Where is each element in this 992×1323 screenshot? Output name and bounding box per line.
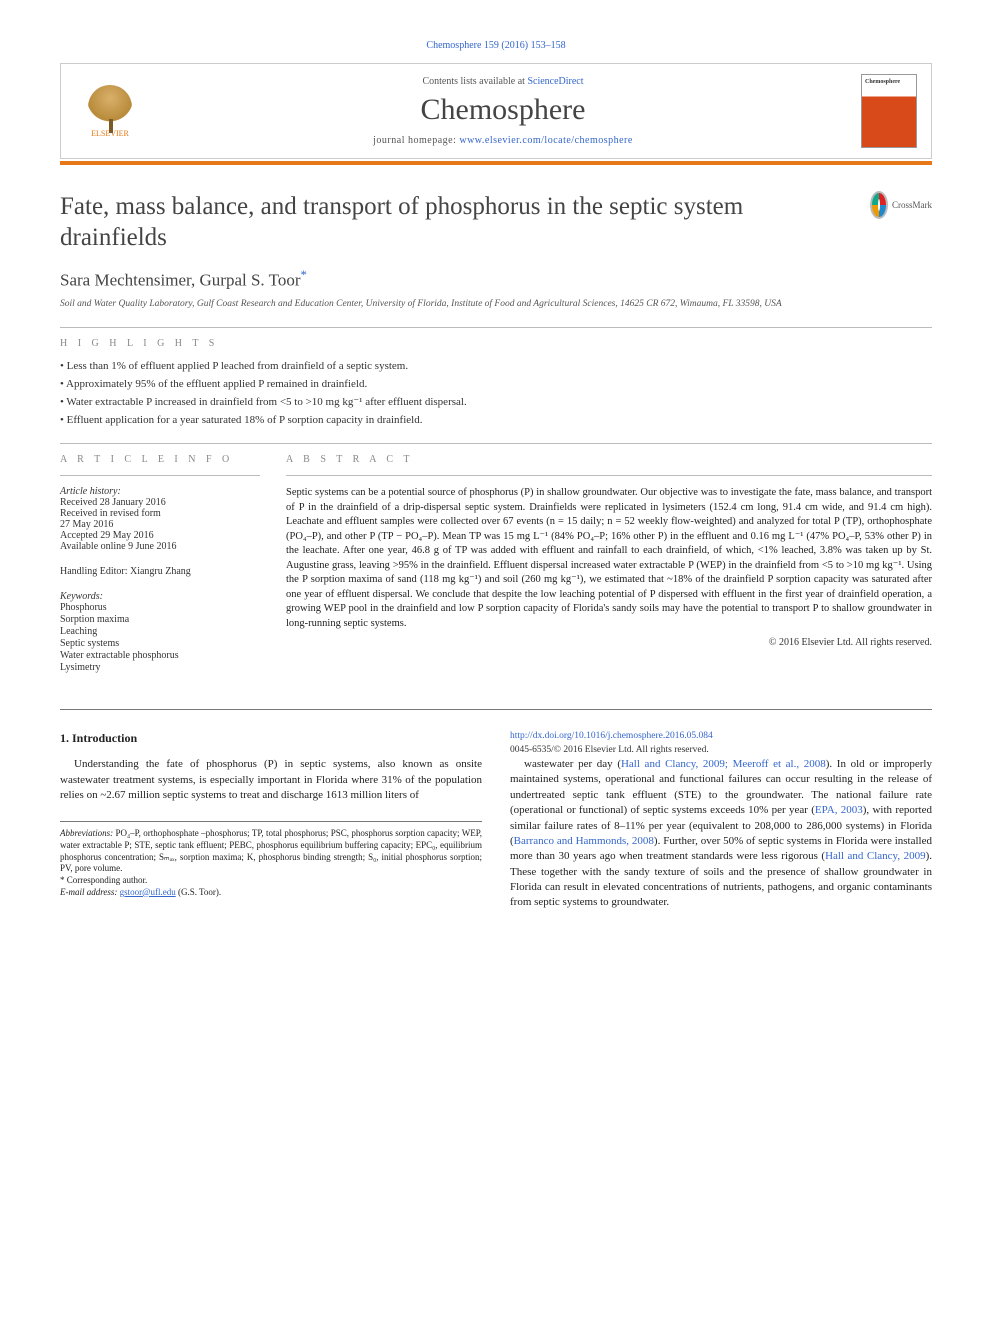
keyword: Phosphorus	[60, 602, 260, 613]
citation[interactable]: Hall and Clancy, 2009	[825, 850, 925, 862]
highlight-item: Water extractable P increased in drainfi…	[60, 395, 932, 410]
highlight-item: Less than 1% of effluent applied P leach…	[60, 359, 932, 374]
article-title: Fate, mass balance, and transport of pho…	[60, 191, 856, 254]
footnotes: Abbreviations: PO₄–P, orthophosphate –ph…	[60, 821, 482, 898]
keyword: Septic systems	[60, 638, 260, 649]
author-list: Sara Mechtensimer, Gurpal S. Toor*	[60, 268, 932, 291]
journal-homepage-link[interactable]: www.elsevier.com/locate/chemosphere	[459, 135, 632, 146]
rule	[60, 475, 260, 476]
journal-cover-thumb	[861, 74, 917, 148]
citation[interactable]: Hall and Clancy, 2009; Meeroff et al., 2…	[621, 758, 826, 770]
rule	[286, 475, 932, 476]
doi-block: http://dx.doi.org/10.1016/j.chemosphere.…	[510, 730, 932, 757]
elsevier-tree-icon	[88, 85, 132, 129]
elsevier-logo: ELSEVIER	[75, 85, 145, 138]
contents-list-line: Contents lists available at ScienceDirec…	[145, 76, 861, 87]
abstract-column: A B S T R A C T Septic systems can be a …	[286, 454, 932, 687]
sciencedirect-link[interactable]: ScienceDirect	[527, 76, 583, 87]
body-text: 1. Introduction Understanding the fate o…	[60, 730, 932, 914]
article-info-label: A R T I C L E I N F O	[60, 454, 260, 465]
author-email-link[interactable]: gstoor@ufl.edu	[120, 887, 176, 897]
keyword: Leaching	[60, 626, 260, 637]
doi-link[interactable]: http://dx.doi.org/10.1016/j.chemosphere.…	[510, 731, 713, 741]
history-line: Available online 9 June 2016	[60, 541, 260, 552]
handling-editor: Handling Editor: Xiangru Zhang	[60, 566, 260, 577]
keyword: Sorption maxima	[60, 614, 260, 625]
crossmark-icon	[870, 191, 888, 219]
highlights-list: Less than 1% of effluent applied P leach…	[60, 359, 932, 427]
rule	[60, 443, 932, 444]
orange-divider	[60, 161, 932, 165]
corresponding-marker: *	[300, 268, 306, 282]
citation[interactable]: Barranco and Hammonds, 2008	[514, 835, 654, 847]
abbrev-label: Abbreviations:	[60, 828, 113, 838]
history-line: Accepted 29 May 2016	[60, 530, 260, 541]
highlight-item: Effluent application for a year saturate…	[60, 413, 932, 428]
crossmark-widget[interactable]: CrossMark	[870, 191, 932, 219]
history-line: Received in revised form	[60, 508, 260, 519]
journal-homepage-line: journal homepage: www.elsevier.com/locat…	[145, 135, 861, 146]
abstract-text: Septic systems can be a potential source…	[286, 486, 932, 631]
citation[interactable]: EPA, 2003	[815, 804, 863, 816]
keywords-label: Keywords:	[60, 591, 260, 602]
highlight-item: Approximately 95% of the effluent applie…	[60, 377, 932, 392]
rule	[60, 327, 932, 328]
history-line: 27 May 2016	[60, 519, 260, 530]
body-paragraph: wastewater per day (Hall and Clancy, 200…	[510, 757, 932, 911]
running-head-citation: Chemosphere 159 (2016) 153–158	[60, 40, 932, 51]
article-info-column: A R T I C L E I N F O Article history: R…	[60, 454, 260, 687]
body-paragraph: Understanding the fate of phosphorus (P)…	[60, 757, 482, 803]
keyword: Water extractable phosphorus	[60, 650, 260, 661]
history-line: Received 28 January 2016	[60, 497, 260, 508]
journal-name: Chemosphere	[145, 93, 861, 127]
crossmark-label: CrossMark	[892, 200, 932, 210]
corresponding-note: * Corresponding author.	[60, 875, 482, 887]
highlights-label: H I G H L I G H T S	[60, 338, 932, 349]
section-heading: 1. Introduction	[60, 730, 482, 747]
email-label: E-mail address:	[60, 887, 117, 897]
history-label: Article history:	[60, 486, 260, 497]
abstract-label: A B S T R A C T	[286, 454, 932, 465]
abstract-copyright: © 2016 Elsevier Ltd. All rights reserved…	[286, 637, 932, 648]
section-divider	[60, 709, 932, 710]
email-person: (G.S. Toor).	[176, 887, 221, 897]
abbrev-text: PO₄–P, orthophosphate –phosphorus; TP, t…	[60, 828, 482, 873]
issn-copyright: 0045-6535/© 2016 Elsevier Ltd. All right…	[510, 744, 932, 757]
journal-masthead: ELSEVIER Contents lists available at Sci…	[60, 63, 932, 159]
keyword: Lysimetry	[60, 662, 260, 673]
affiliation: Soil and Water Quality Laboratory, Gulf …	[60, 298, 932, 311]
